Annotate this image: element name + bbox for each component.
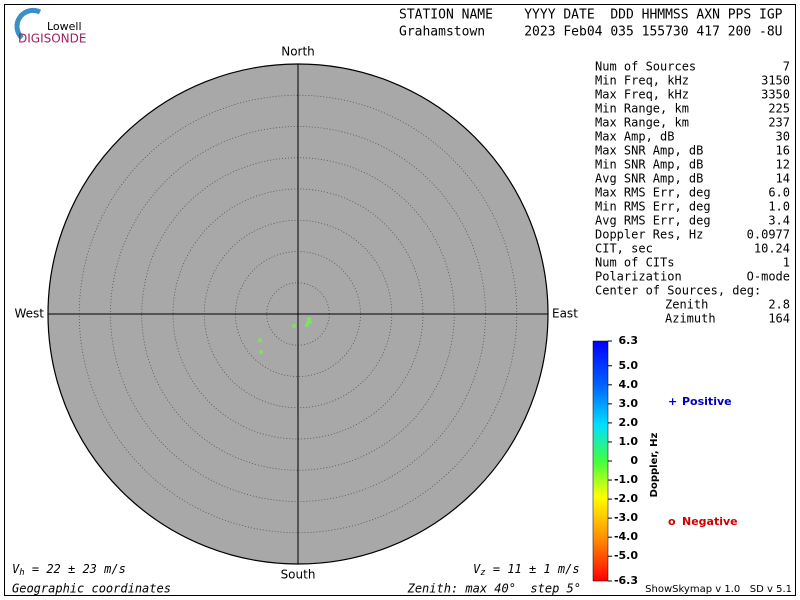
logo-top: Lowell	[47, 20, 82, 33]
stat-label: Avg SNR Amp, dB	[595, 172, 703, 186]
colorbar-tick-label: 4.0	[619, 378, 639, 391]
stat-value: 12	[776, 158, 790, 172]
stat-value: 16	[776, 144, 790, 158]
source-point	[304, 323, 309, 328]
stat-value: 3350	[761, 88, 790, 102]
stat-value: 10.24	[754, 242, 790, 256]
frame	[4, 4, 796, 596]
stat-label: Num of CITs	[595, 256, 674, 270]
stat-value: 225	[768, 102, 790, 116]
colorbar-tick-label: 0	[630, 454, 638, 467]
stat-label: Max Range, km	[595, 116, 689, 130]
stat-label: Min RMS Err, deg	[595, 200, 711, 214]
header-values: Grahamstown 2023 Feb04 035 155730 417 20…	[399, 25, 783, 40]
zenith-text: Zenith: max 40° step 5°	[407, 582, 581, 596]
direction-label: West	[14, 307, 44, 321]
stat-label: Max Freq, kHz	[595, 88, 689, 102]
stat-label: Num of Sources	[595, 60, 696, 74]
stat-value: 3.4	[768, 214, 790, 228]
colorbar-tick-label: -6.3	[614, 574, 638, 587]
direction-label: East	[552, 307, 578, 321]
legend-label: Positive	[682, 395, 732, 408]
center-value: 2.8	[768, 298, 790, 312]
source-point	[292, 323, 297, 328]
stat-label: Max SNR Amp, dB	[595, 144, 703, 158]
stat-value: 14	[776, 172, 790, 186]
colorbar-tick-label: 6.3	[619, 334, 639, 347]
stat-label: Min SNR Amp, dB	[595, 158, 703, 172]
center-title: Center of Sources, deg:	[595, 284, 761, 298]
stat-label: Polarization	[595, 270, 682, 284]
legend-symbol: o	[668, 515, 676, 528]
stat-label: Max Amp, dB	[595, 130, 674, 144]
stat-value: 0.0977	[747, 228, 790, 242]
stat-label: Max RMS Err, deg	[595, 186, 711, 200]
legend-symbol: +	[668, 395, 677, 408]
stat-value: 237	[768, 116, 790, 130]
header-labels: STATION NAME YYYY DATE DDD HHMMSS AXN PP…	[399, 8, 783, 23]
colorbar-tick-label: -1.0	[614, 473, 638, 486]
stat-label: Min Range, km	[595, 102, 689, 116]
vz-text: Vz = 11 ± 1 m/s	[473, 562, 580, 578]
stat-value: 1.0	[768, 200, 790, 214]
direction-label: North	[281, 45, 315, 59]
stat-value: 3150	[761, 74, 790, 88]
colorbar-tick-label: -3.0	[614, 511, 638, 524]
stat-value: 1	[783, 256, 790, 270]
source-point	[307, 317, 312, 321]
colorbar-tick-label: 3.0	[619, 397, 639, 410]
stat-value: O-mode	[747, 270, 790, 284]
colorbar-tick-label: -2.0	[614, 492, 638, 505]
stat-label: CIT, sec	[595, 242, 653, 256]
version-text: ShowSkymap v 1.0 SD v 5.1	[645, 584, 792, 595]
center-value: 164	[768, 312, 790, 326]
logo-arc	[14, 7, 42, 40]
stat-value: 6.0	[768, 186, 790, 200]
source-point	[257, 338, 262, 343]
coords-text: Geographic coordinates	[12, 582, 171, 596]
colorbar-tick-label: 5.0	[619, 359, 639, 372]
source-point	[307, 320, 312, 325]
source-point	[259, 350, 264, 355]
logo-bottom: DIGISONDE	[18, 32, 86, 46]
stat-value: 30	[776, 130, 790, 144]
colorbar	[592, 340, 609, 582]
center-label: Zenith	[665, 298, 708, 312]
stat-value: 7	[783, 60, 790, 74]
colorbar-tick-label: 2.0	[619, 416, 639, 429]
stat-label: Min Freq, kHz	[595, 74, 689, 88]
colorbar-tick-label: -4.0	[614, 530, 638, 543]
colorbar-label: Doppler, Hz	[649, 433, 660, 498]
vh-text: Vh = 22 ± 23 m/s	[12, 562, 126, 578]
direction-label: South	[281, 568, 316, 582]
stat-label: Doppler Res, Hz	[595, 228, 703, 242]
center-label: Azimuth	[665, 312, 716, 326]
colorbar-tick-label: 1.0	[619, 435, 639, 448]
legend-label: Negative	[682, 515, 738, 528]
stat-label: Avg RMS Err, deg	[595, 214, 711, 228]
colorbar-tick-label: -5.0	[614, 549, 638, 562]
